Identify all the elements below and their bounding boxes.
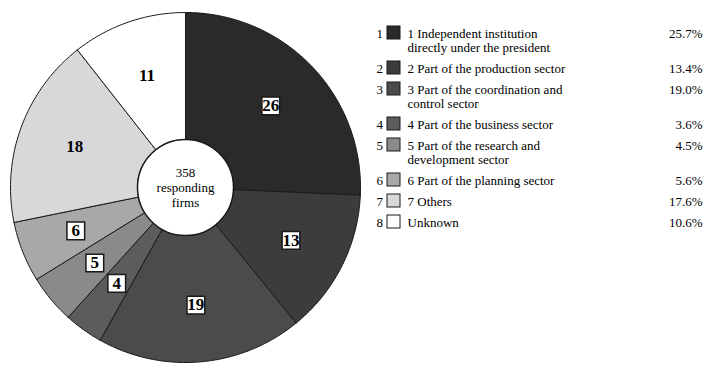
svg-text:2 Part of the production secto: 2 Part of the production sector xyxy=(408,61,566,76)
svg-text:10.6%: 10.6% xyxy=(669,215,703,230)
svg-text:3.6%: 3.6% xyxy=(675,117,702,132)
svg-text:11: 11 xyxy=(139,66,155,85)
svg-text:responding: responding xyxy=(157,180,215,195)
svg-text:4.5%: 4.5% xyxy=(675,138,702,153)
svg-text:5: 5 xyxy=(91,253,100,272)
svg-text:18: 18 xyxy=(66,137,83,156)
svg-text:3 Part of the coordination and: 3 Part of the coordination and xyxy=(408,82,563,97)
svg-text:8: 8 xyxy=(377,215,384,230)
svg-text:4: 4 xyxy=(112,274,121,293)
svg-text:13.4%: 13.4% xyxy=(669,61,703,76)
svg-text:1 Independent institution: 1 Independent institution xyxy=(408,26,538,41)
svg-text:13: 13 xyxy=(282,231,299,250)
svg-text:26: 26 xyxy=(262,96,279,115)
svg-text:3: 3 xyxy=(377,82,384,97)
svg-text:5.6%: 5.6% xyxy=(675,173,702,188)
svg-text:6 Part of the planning sector: 6 Part of the planning sector xyxy=(408,173,556,188)
svg-text:6: 6 xyxy=(377,173,384,188)
svg-text:4 Part of the business sector: 4 Part of the business sector xyxy=(408,117,554,132)
svg-text:Unknown: Unknown xyxy=(408,215,460,230)
svg-text:7 Others: 7 Others xyxy=(408,194,452,209)
svg-text:358: 358 xyxy=(176,165,196,180)
svg-text:19.0%: 19.0% xyxy=(669,82,703,97)
svg-text:4: 4 xyxy=(377,117,384,132)
svg-text:firms: firms xyxy=(172,195,199,210)
svg-text:5 Part of the research and: 5 Part of the research and xyxy=(408,138,541,153)
svg-text:17.6%: 17.6% xyxy=(669,194,703,209)
svg-text:directly under the president: directly under the president xyxy=(408,40,551,55)
svg-text:2: 2 xyxy=(377,61,384,76)
svg-text:25.7%: 25.7% xyxy=(669,26,703,41)
svg-text:control sector: control sector xyxy=(408,96,480,111)
svg-text:5: 5 xyxy=(377,138,384,153)
svg-text:19: 19 xyxy=(187,295,204,314)
svg-text:7: 7 xyxy=(377,194,384,209)
svg-text:development sector: development sector xyxy=(408,152,510,167)
svg-text:1: 1 xyxy=(377,26,384,41)
svg-text:6: 6 xyxy=(72,221,81,240)
